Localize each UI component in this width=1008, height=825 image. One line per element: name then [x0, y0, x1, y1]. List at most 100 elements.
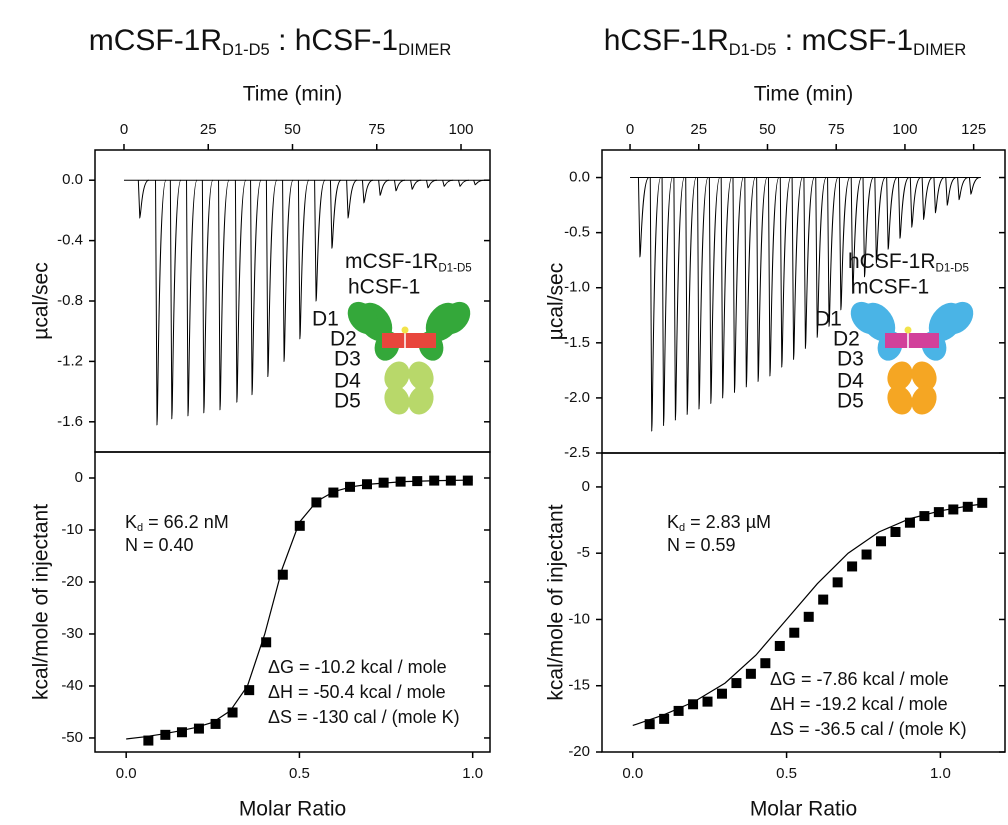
- domain-label: D1: [815, 308, 842, 331]
- y-tick-label: -2.0: [564, 389, 590, 406]
- injection-peak: [649, 177, 662, 432]
- x-tick-label: 1.0: [462, 765, 483, 782]
- data-point: [361, 479, 372, 490]
- injection-peak: [815, 177, 827, 338]
- text-part: mCSF-1R: [89, 24, 222, 57]
- data-point: [378, 477, 389, 488]
- injection-peak: [186, 179, 198, 417]
- receptor-domain-lower: [887, 361, 913, 391]
- receptor-domain: [850, 301, 882, 335]
- kd-annotation: Kd = 2.83 µM: [667, 512, 771, 534]
- domain-label: D3: [837, 348, 864, 371]
- receptor-domain-lower: [887, 385, 913, 415]
- y-tick-label: -2.5: [564, 444, 590, 461]
- inset-diagram: [347, 301, 471, 415]
- data-point: [277, 569, 288, 580]
- injection-peak: [909, 177, 922, 228]
- data-point: [803, 611, 814, 622]
- x-axis-label: Time (min): [754, 83, 854, 106]
- thermo-annotation: ΔH = -19.2 kcal / mole: [770, 694, 948, 714]
- data-point: [193, 723, 204, 734]
- injection-peak: [673, 177, 685, 421]
- injection-peak: [945, 177, 957, 206]
- receptor-domain: [439, 301, 471, 335]
- ligand-dimer: [382, 333, 436, 348]
- x-tick-label: 0: [120, 121, 128, 138]
- thermo-annotation: ΔG = -10.2 kcal / mole: [268, 657, 447, 677]
- injection-peak: [329, 179, 342, 249]
- data-point: [760, 658, 771, 669]
- injection-peak: [201, 179, 214, 414]
- x-tick-label: 100: [448, 121, 473, 138]
- injection-peak: [744, 177, 756, 388]
- receptor-domain-lower: [384, 385, 410, 415]
- data-point: [160, 729, 171, 740]
- y-tick-label: -50: [61, 729, 83, 746]
- injection-peak: [850, 177, 863, 294]
- y-axis-label: kcal/mole of injectant: [545, 504, 568, 700]
- text-part: D1-D5: [936, 262, 969, 274]
- x-tick-label: 0.5: [289, 765, 310, 782]
- y-tick-label: -10: [568, 610, 590, 627]
- text-part: D1-D5: [729, 41, 777, 59]
- injection-peak: [897, 177, 910, 239]
- y-tick-label: -1.2: [57, 352, 83, 369]
- inset-receptor-label: hCSF-1RD1-D5: [848, 250, 969, 275]
- data-point: [294, 520, 305, 531]
- injection-peak: [720, 177, 733, 399]
- x-tick-label: 75: [368, 121, 385, 138]
- x-tick-label: 50: [759, 121, 776, 138]
- receptor-domain-lower: [408, 385, 434, 415]
- kd-subscript: d: [137, 522, 143, 534]
- injection-peak: [779, 177, 792, 368]
- injection-peak: [137, 179, 150, 219]
- kd-value: = 2.83 µM: [685, 512, 771, 532]
- domain-label: D3: [334, 348, 361, 371]
- data-point: [311, 497, 322, 508]
- data-point: [429, 475, 440, 486]
- injection-peak: [473, 179, 485, 186]
- receptor-domain-lower: [911, 385, 937, 415]
- injection-peak: [886, 177, 898, 250]
- y-tick-label: 0: [582, 478, 590, 495]
- chart-title: mCSF-1RD1-D5 : hCSF-1DIMER: [89, 24, 452, 59]
- text-part: DIMER: [913, 41, 966, 59]
- data-point: [962, 501, 973, 512]
- y-tick-label: -0.4: [57, 232, 83, 249]
- x-tick-label: 0: [626, 121, 634, 138]
- y-tick-label: -40: [61, 677, 83, 694]
- kd-value: = 66.2 nM: [143, 512, 229, 532]
- data-point: [673, 705, 684, 716]
- data-point: [345, 481, 356, 492]
- domain-label: D2: [833, 328, 860, 351]
- injection-peak: [708, 177, 721, 405]
- injection-peak: [637, 177, 650, 258]
- x-tick-label: 1.0: [930, 765, 951, 782]
- text-part: DIMER: [398, 41, 451, 59]
- receptor-domain: [347, 301, 379, 335]
- text-part: : hCSF-1: [270, 24, 398, 57]
- x-axis-label: Molar Ratio: [239, 798, 346, 821]
- data-point: [328, 487, 339, 498]
- injection-peak: [425, 179, 438, 189]
- domain-label: D1: [312, 308, 339, 331]
- y-tick-label: -10: [61, 521, 83, 538]
- injection-peak: [393, 179, 406, 192]
- injection-peak: [803, 177, 815, 349]
- data-point: [832, 577, 843, 588]
- data-point: [904, 517, 915, 528]
- domain-label: D4: [334, 370, 361, 393]
- inset-receptor-label: mCSF-1RD1-D5: [345, 250, 472, 275]
- text-part: hCSF-1R: [604, 24, 729, 57]
- x-tick-label: 125: [961, 121, 986, 138]
- y-tick-label: -15: [568, 677, 590, 694]
- x-tick-label: 50: [284, 121, 301, 138]
- domain-label: D4: [837, 370, 864, 393]
- domain-label: D5: [334, 390, 361, 413]
- injection-peak: [458, 179, 470, 187]
- injection-peak: [297, 179, 310, 340]
- y-tick-label: -20: [568, 743, 590, 760]
- thermo-annotation: ΔG = -7.86 kcal / mole: [770, 669, 949, 689]
- injection-peak: [661, 177, 674, 427]
- disulfide: [904, 326, 912, 334]
